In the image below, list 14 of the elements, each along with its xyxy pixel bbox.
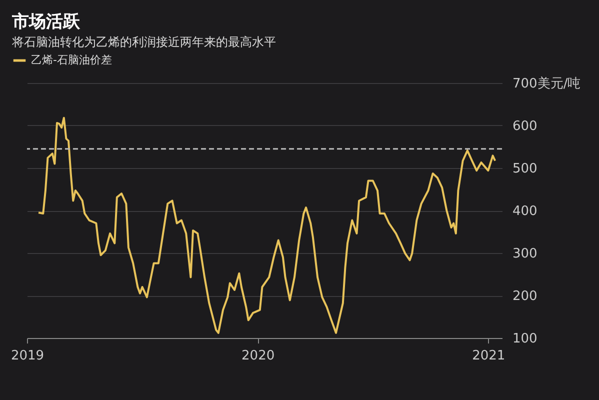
x-tick-label: 2020 <box>242 348 275 364</box>
line-series <box>38 116 496 334</box>
y-tick-label: 200 <box>512 289 538 304</box>
y-tick-label: 300 <box>512 246 538 262</box>
y-tick-label: 400 <box>512 204 538 219</box>
chart-title: 市场活跃 <box>11 12 81 32</box>
y-tick-label: 600 <box>512 119 538 134</box>
chart-subtitle: 将石脑油转化为乙烯的利润接近两年来的最高水平 <box>11 35 276 49</box>
y-tick-label: 700美元/吨 <box>512 76 581 92</box>
y-tick-label: 500 <box>512 162 538 176</box>
x-tick-label: 2019 <box>10 348 44 364</box>
y-tick-label: 100 <box>512 332 538 346</box>
legend-label: 乙烯-石脑油价差 <box>31 54 112 66</box>
x-tick-label: 2021 <box>472 348 506 364</box>
